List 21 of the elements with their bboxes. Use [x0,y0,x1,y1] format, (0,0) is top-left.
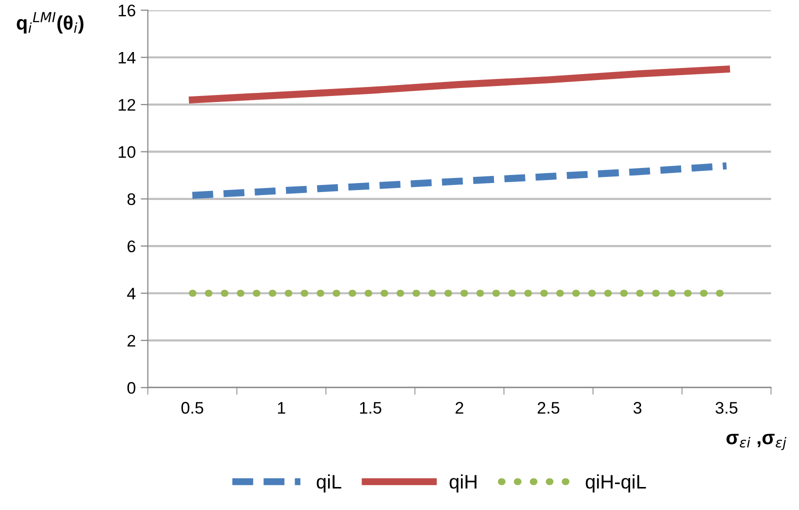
legend-label: qiH [450,474,476,492]
y-tick-label: 14 [118,52,136,64]
y-axis-title: q$_{i}$$^{LMI}$(θ$_{i}$) [16,12,84,34]
legend-label: qiL [316,474,342,492]
y-tick-label: 6 [128,240,136,252]
y-tick-label: 8 [127,193,136,206]
x-tick-label: 2 [456,402,464,414]
x-axis-title: σ$_{εi}$ ,σ$_{εj}$ [726,434,786,450]
x-tick-label: 3.5 [716,402,738,414]
y-tick-label: 10 [118,146,136,158]
x-tick-label: 0.5 [181,402,204,414]
x-tick-label: 2.5 [538,402,560,414]
x-tick-label: 1.5 [360,402,382,414]
x-tick-label: 1 [278,402,286,414]
y-tick-label: 0 [127,382,136,394]
legend-label: qiH-qiL [586,474,646,492]
x-tick-label: 3 [633,402,642,414]
y-tick-label: 4 [127,288,136,300]
y-tick-label: 2 [128,334,136,346]
y-tick-label: 16 [118,4,136,16]
y-tick-label: 12 [118,98,136,111]
